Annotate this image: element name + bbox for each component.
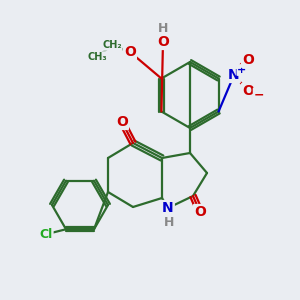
Text: N: N (162, 201, 174, 215)
Text: Cl: Cl (39, 228, 52, 241)
Text: O: O (116, 115, 128, 129)
Text: CH₃: CH₃ (87, 52, 107, 62)
Text: O: O (124, 45, 136, 59)
Text: N: N (228, 68, 240, 82)
Text: +: + (237, 65, 247, 75)
Text: O: O (242, 84, 254, 98)
Text: H: H (158, 22, 168, 34)
Text: O: O (157, 35, 169, 49)
Text: CH₂: CH₂ (102, 40, 122, 50)
Text: O: O (242, 53, 254, 67)
Text: O: O (194, 205, 206, 219)
Text: −: − (254, 88, 264, 101)
Text: H: H (164, 215, 174, 229)
